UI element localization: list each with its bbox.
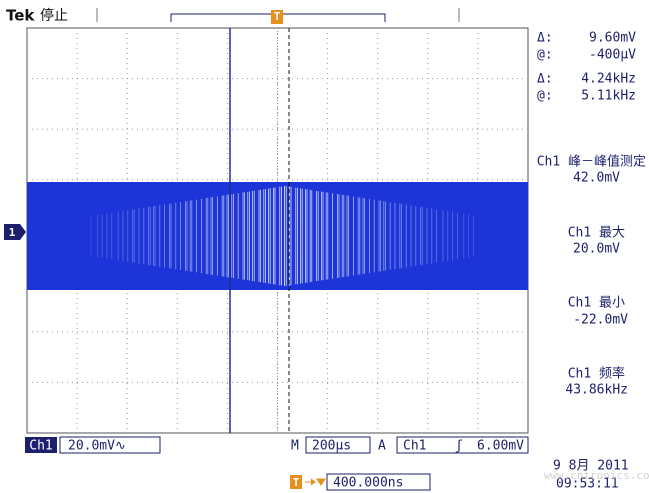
measurement-label: Ch1 最小 <box>568 296 625 311</box>
label: @: <box>537 48 553 63</box>
value: 4.24kHz <box>581 72 636 87</box>
channel-marker: 1 <box>4 224 26 240</box>
run-status: 停止 <box>40 7 68 24</box>
position-arrow <box>305 478 326 486</box>
channel-marker-label: 1 <box>9 226 16 239</box>
position-box <box>326 473 431 491</box>
label: Δ: <box>537 31 553 46</box>
label: Δ: <box>537 72 553 87</box>
measurement-label: Ch1 最大 <box>568 226 625 241</box>
timebase: 200μs <box>312 439 351 454</box>
scale: 20.0mV∿ <box>68 439 126 454</box>
channel: Ch1 <box>29 439 52 454</box>
measurement-value: 42.0mV <box>573 171 620 186</box>
position: 400.000ns <box>333 476 403 491</box>
trigger-marker: T <box>274 10 281 23</box>
measurement-value: -22.0mV <box>573 313 628 328</box>
waveform-band <box>27 182 528 290</box>
measurement-label: Ch1 峰－峰值测定 <box>537 154 646 170</box>
value: -400μV <box>589 48 636 63</box>
trigger-label: A <box>378 439 386 454</box>
timebase-box <box>305 436 371 454</box>
measurement-label: Ch1 频率 <box>568 366 625 382</box>
time: 09:53:11 <box>556 477 619 492</box>
date: 9 8月 2011 <box>553 459 629 474</box>
value: 9.60mV <box>589 31 636 46</box>
value: 5.11kHz <box>581 89 636 104</box>
channel-badge <box>25 437 57 453</box>
scale-box <box>59 436 161 454</box>
trigger-level: 6.00mV <box>477 439 524 454</box>
position-badge <box>290 475 302 489</box>
measurement-value: 20.0mV <box>573 242 620 257</box>
brand: Tek <box>6 7 35 25</box>
waveform <box>27 182 528 290</box>
position-marker: T <box>293 476 300 489</box>
watermark: www.cntronics.com <box>544 469 649 482</box>
label: @: <box>537 89 553 104</box>
measurement-value: 43.86kHz <box>565 383 628 398</box>
trigger-slope: ʃ <box>455 439 463 454</box>
trigger-channel: Ch1 <box>403 439 426 454</box>
trigger-box <box>396 436 529 454</box>
timebase-label: M <box>291 439 299 454</box>
